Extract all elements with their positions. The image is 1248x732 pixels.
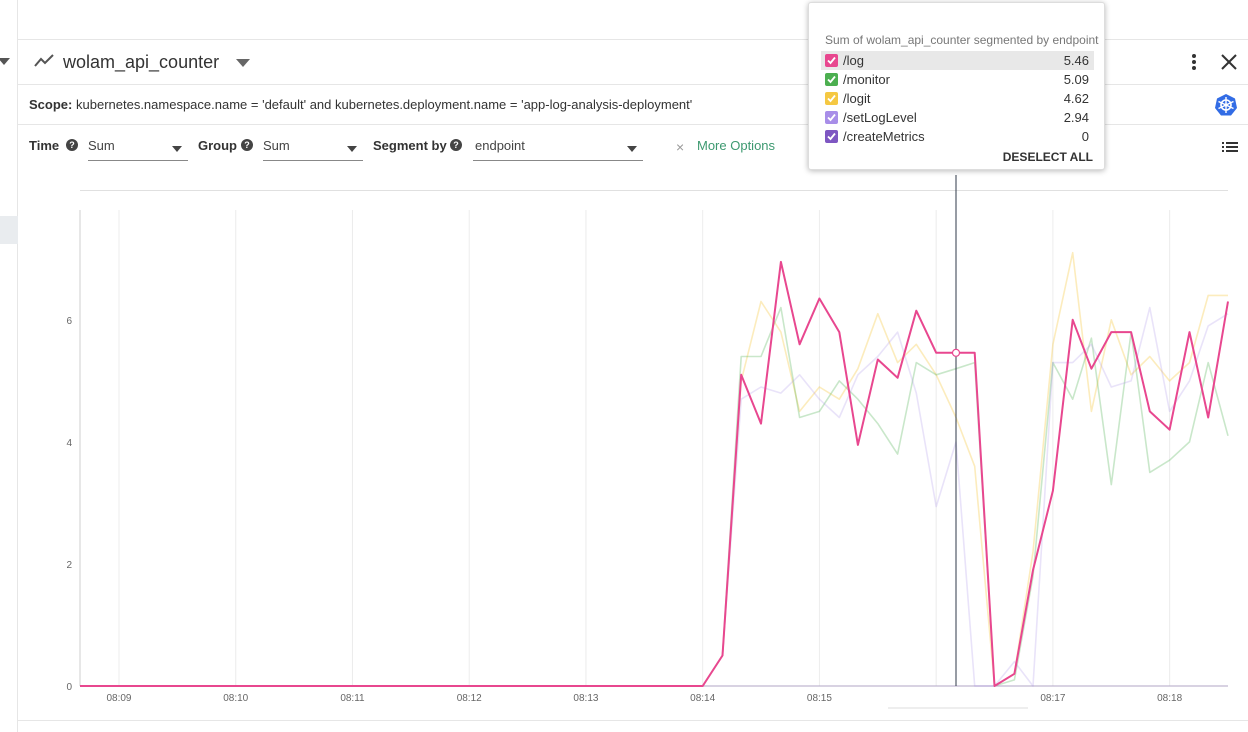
line-chart-icon (34, 54, 54, 67)
x-tick-label: 08:12 (457, 693, 482, 704)
kubernetes-icon (1215, 94, 1237, 116)
x-tick-label: 08:17 (1040, 693, 1065, 704)
series-line-setLogLevel (80, 306, 1229, 687)
series-line-log (80, 260, 1229, 687)
group-aggregation-select[interactable]: Sum (263, 135, 363, 161)
segment-tooltip: Sum of wolam_api_counter segmented by en… (808, 2, 1105, 170)
tooltip-row-log[interactable]: /log 5.46 (821, 51, 1094, 70)
x-tick-label: 08:14 (690, 693, 715, 704)
metric-dropdown-caret-icon[interactable] (236, 59, 250, 67)
scope-value[interactable]: kubernetes.namespace.name = 'default' an… (76, 97, 693, 112)
tooltip-series-name: /createMetrics (843, 129, 925, 144)
collapse-caret-icon[interactable] (0, 58, 10, 65)
series-line-monitor (80, 306, 1229, 687)
segment-label: Segment by (373, 138, 447, 153)
tooltip-series-value: 5.09 (1063, 72, 1089, 87)
tooltip-title: Sum of wolam_api_counter segmented by en… (825, 33, 1099, 47)
x-tick-label: 08:09 (106, 693, 131, 704)
tooltip-row-monitor[interactable]: /monitor 5.09 (821, 70, 1094, 89)
tooltip-series-name: /log (843, 53, 864, 68)
clear-segment-icon[interactable]: × (676, 139, 685, 155)
line-chart[interactable]: 0 2 4 6 08:09 08:10 08:11 08:12 08:13 08:14 08:15 0… (18, 175, 1248, 721)
tooltip-row-logit[interactable]: /logit 4.62 (821, 89, 1094, 108)
tooltip-series-value: 0 (1081, 129, 1089, 144)
chevron-down-icon (347, 146, 357, 152)
tooltip-series-value: 2.94 (1063, 110, 1089, 125)
time-aggregation-value: Sum (88, 138, 115, 153)
group-help-icon[interactable]: ? (241, 139, 253, 151)
time-label: Time (29, 138, 60, 153)
y-tick-label: 0 (66, 682, 72, 693)
panel-bottom-border (18, 720, 1248, 721)
chart-area: 0 2 4 6 08:09 08:10 08:11 08:12 08:13 08:14 08:15 0… (18, 175, 1248, 721)
checkbox-checked-icon[interactable] (825, 92, 838, 105)
more-options-kebab-icon[interactable] (1186, 52, 1202, 72)
tooltip-series-name: /monitor (843, 72, 890, 87)
x-tick-label: 08:11 (340, 693, 365, 704)
checkbox-checked-icon[interactable] (825, 111, 838, 124)
legend-list-icon[interactable] (1222, 141, 1238, 153)
tooltip-series-value: 5.46 (1063, 53, 1089, 68)
hover-point-marker (951, 348, 961, 357)
time-help-icon[interactable]: ? (66, 139, 78, 151)
chevron-down-icon (172, 146, 182, 152)
checkbox-checked-icon[interactable] (825, 54, 838, 67)
left-panel-edge (0, 0, 18, 732)
checkbox-checked-icon[interactable] (825, 130, 838, 143)
tooltip-row-setloglevel[interactable]: /setLogLevel 2.94 (821, 108, 1094, 127)
y-tick-label: 2 (66, 560, 72, 571)
more-options-link[interactable]: More Options (697, 138, 776, 153)
chevron-down-icon (627, 146, 637, 152)
x-tick-label: 08:18 (1157, 693, 1182, 704)
y-tick-label: 4 (66, 438, 72, 449)
panel-header: wolam_api_counter (18, 40, 1248, 85)
top-spacer (18, 0, 1248, 40)
metric-title[interactable]: wolam_api_counter (63, 52, 220, 72)
scope-bar: Scope: kubernetes.namespace.name = 'defa… (18, 85, 1248, 125)
x-tick-label: 08:13 (573, 693, 598, 704)
scope-label: Scope: (29, 97, 73, 112)
deselect-all-button[interactable]: DESELECT ALL (1002, 150, 1093, 164)
x-tick-label: 08:10 (223, 693, 248, 704)
tooltip-row-createmetrics[interactable]: /createMetrics 0 (821, 127, 1094, 146)
segment-by-value: endpoint (475, 138, 525, 153)
time-aggregation-select[interactable]: Sum (88, 135, 188, 161)
y-tick-label: 6 (66, 316, 72, 327)
group-label: Group (198, 138, 237, 153)
checkbox-checked-icon[interactable] (825, 73, 838, 86)
segment-help-icon[interactable]: ? (450, 139, 462, 151)
tooltip-series-value: 4.62 (1063, 91, 1089, 106)
tooltip-series-name: /setLogLevel (843, 110, 917, 125)
close-icon[interactable] (1218, 51, 1240, 73)
group-aggregation-value: Sum (263, 138, 290, 153)
x-tick-label: 08:15 (807, 693, 832, 704)
query-controls: Time ? Sum Group ? Sum Segment by ? endp… (18, 125, 1248, 175)
tooltip-series-name: /logit (843, 91, 871, 106)
left-panel-selected-item[interactable] (0, 216, 18, 244)
chart-top-divider (80, 190, 1228, 191)
segment-by-select[interactable]: endpoint (473, 135, 643, 161)
